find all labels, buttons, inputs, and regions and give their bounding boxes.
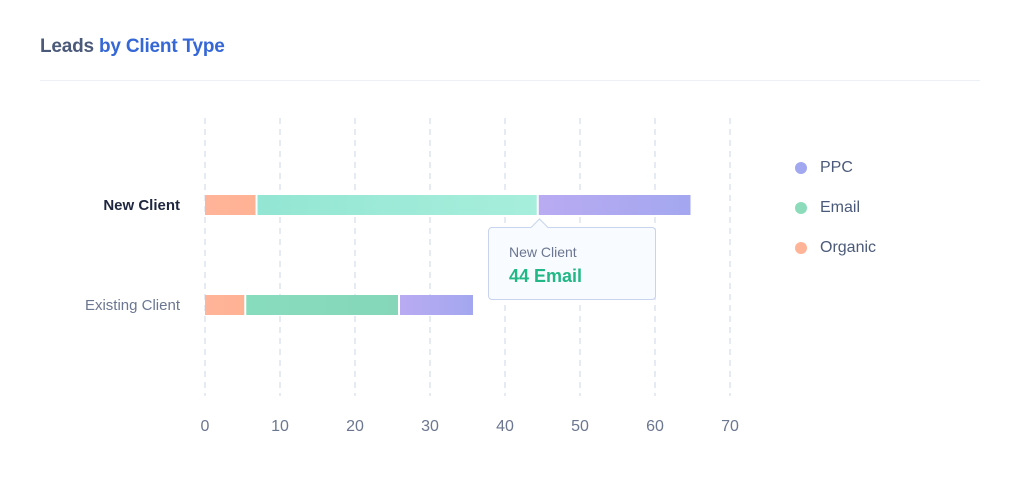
chart-legend: PPC Email Organic bbox=[795, 148, 876, 268]
bar-organic-new-client bbox=[205, 195, 256, 215]
chart-title: Leads by Client Type bbox=[40, 36, 225, 58]
x-tick-label-50: 50 bbox=[571, 418, 589, 435]
x-tick-label-40: 40 bbox=[496, 418, 514, 435]
bar-organic-existing-client bbox=[205, 295, 245, 315]
chart-title-part2: by Client Type bbox=[99, 36, 225, 57]
legend-swatch-organic bbox=[795, 242, 807, 254]
x-tick-label-0: 0 bbox=[201, 418, 210, 435]
legend-swatch-ppc bbox=[795, 162, 807, 174]
category-label-existing-client: Existing Client bbox=[85, 297, 181, 314]
bar-email-new-client bbox=[257, 195, 537, 215]
chart-title-part1: Leads bbox=[40, 36, 94, 57]
legend-swatch-email bbox=[795, 202, 807, 214]
legend-label-email: Email bbox=[820, 199, 861, 216]
bar-ppc-existing-client bbox=[400, 295, 473, 315]
hover-tooltip: New Client 44 Email bbox=[488, 218, 656, 300]
header-divider bbox=[40, 80, 980, 81]
category-label-new-client: New Client bbox=[103, 197, 180, 214]
legend-label-ppc: PPC bbox=[820, 159, 853, 176]
bar-email-existing-client bbox=[246, 295, 398, 315]
x-tick-label-10: 10 bbox=[271, 418, 289, 435]
x-tick-label-20: 20 bbox=[346, 418, 364, 435]
legend-label-organic: Organic bbox=[820, 239, 877, 256]
legend-item-organic[interactable]: Organic bbox=[795, 228, 876, 268]
legend-item-ppc[interactable]: PPC bbox=[795, 148, 876, 188]
x-tick-label-30: 30 bbox=[421, 418, 439, 435]
tooltip-title: New Client bbox=[509, 244, 577, 260]
tooltip-value: 44 Email bbox=[509, 266, 583, 286]
x-tick-label-60: 60 bbox=[646, 418, 664, 435]
bar-ppc-new-client bbox=[538, 195, 691, 215]
legend-item-email[interactable]: Email bbox=[795, 188, 876, 228]
stacked-bar-chart: 0 10 20 30 40 50 60 70 New Client Existing Client bbox=[85, 118, 739, 435]
x-tick-label-70: 70 bbox=[721, 418, 739, 435]
